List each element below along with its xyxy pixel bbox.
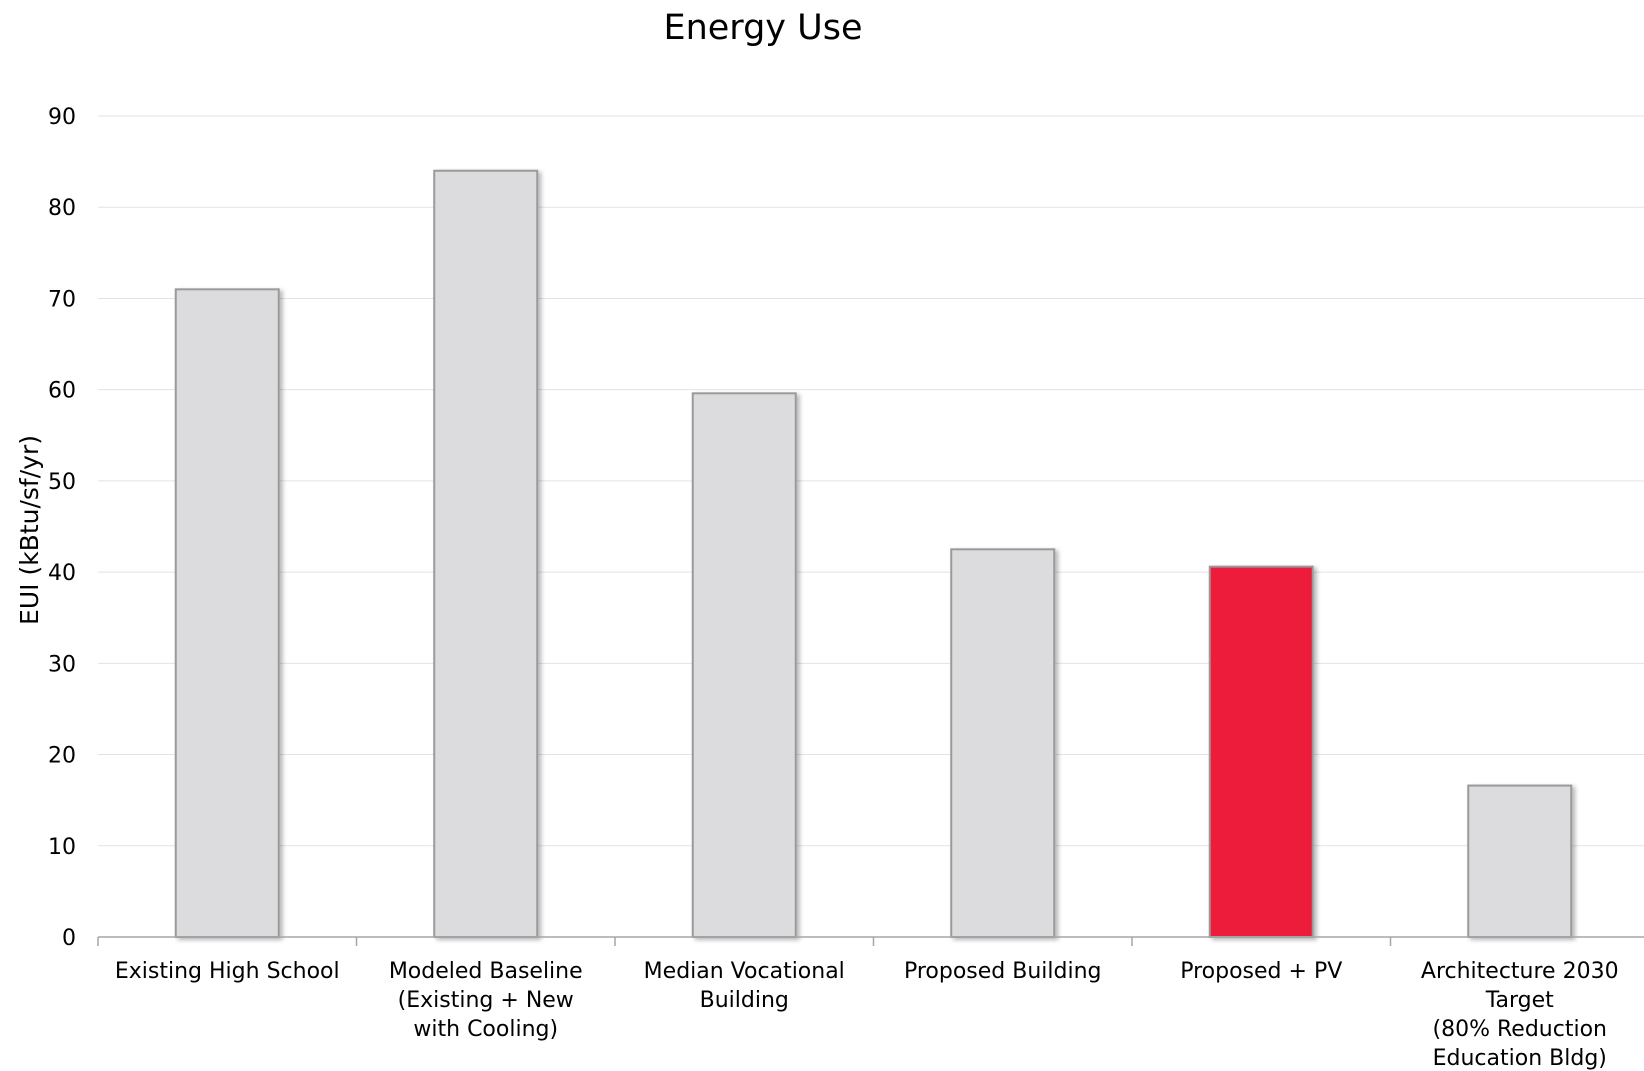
y-tick-label-90: 90 xyxy=(48,105,76,130)
x-category-label-line: Proposed + PV xyxy=(1180,959,1342,984)
bar-5 xyxy=(1208,565,1314,938)
x-category-label-1: Existing High School xyxy=(115,959,340,984)
y-tick-label-50: 50 xyxy=(48,470,76,495)
x-category-label-4: Proposed Building xyxy=(904,959,1102,984)
y-axis-title: EUI (kBtu/sf/yr) xyxy=(15,435,44,625)
x-category-label-line: Proposed Building xyxy=(904,959,1102,984)
x-category-label-line: Modeled Baseline xyxy=(389,959,583,984)
x-category-label-6: Architecture 2030 Target (80% Reduction Edu… xyxy=(1421,959,1619,1071)
y-axis-ticks: 0 10 20 30 40 50 60 70 80 90 xyxy=(48,105,76,951)
y-tick-label-20: 20 xyxy=(48,744,76,769)
bars xyxy=(174,169,1573,939)
y-tick-label-60: 60 xyxy=(48,379,76,404)
bar-3 xyxy=(691,392,797,938)
bar-2 xyxy=(433,169,539,938)
x-category-label-2: Modeled Baseline (Existing + New with Cool… xyxy=(389,959,583,1042)
bar-1 xyxy=(174,288,280,939)
x-category-label-line: with Cooling) xyxy=(413,1017,558,1042)
x-category-label-line: Existing High School xyxy=(115,959,340,984)
x-category-label-line: Education Bldg) xyxy=(1433,1046,1607,1071)
x-category-label-line: (Existing + New xyxy=(398,988,574,1013)
y-tick-label-10: 10 xyxy=(48,835,76,860)
x-axis xyxy=(97,936,1644,946)
y-tick-label-40: 40 xyxy=(48,561,76,586)
bar-4 xyxy=(950,548,1056,938)
y-tick-label-80: 80 xyxy=(48,196,76,221)
y-tick-label-0: 0 xyxy=(62,926,76,951)
x-category-label-line: Median Vocational xyxy=(644,959,845,984)
x-axis-category-labels: Existing High School Modeled Baseline (Exi… xyxy=(115,959,1619,1071)
chart-title: Energy Use xyxy=(663,8,862,48)
x-category-label-line: Target xyxy=(1485,988,1554,1013)
x-category-label-line: Architecture 2030 xyxy=(1421,959,1619,984)
bar-6 xyxy=(1467,784,1573,938)
x-category-label-line: Building xyxy=(700,988,789,1013)
gridlines xyxy=(98,115,1644,847)
y-tick-label-30: 30 xyxy=(48,652,76,677)
y-tick-label-70: 70 xyxy=(48,287,76,312)
x-category-label-5: Proposed + PV xyxy=(1180,959,1342,984)
x-category-label-line: (80% Reduction xyxy=(1433,1017,1607,1042)
x-category-label-3: Median Vocational Building xyxy=(644,959,845,1013)
